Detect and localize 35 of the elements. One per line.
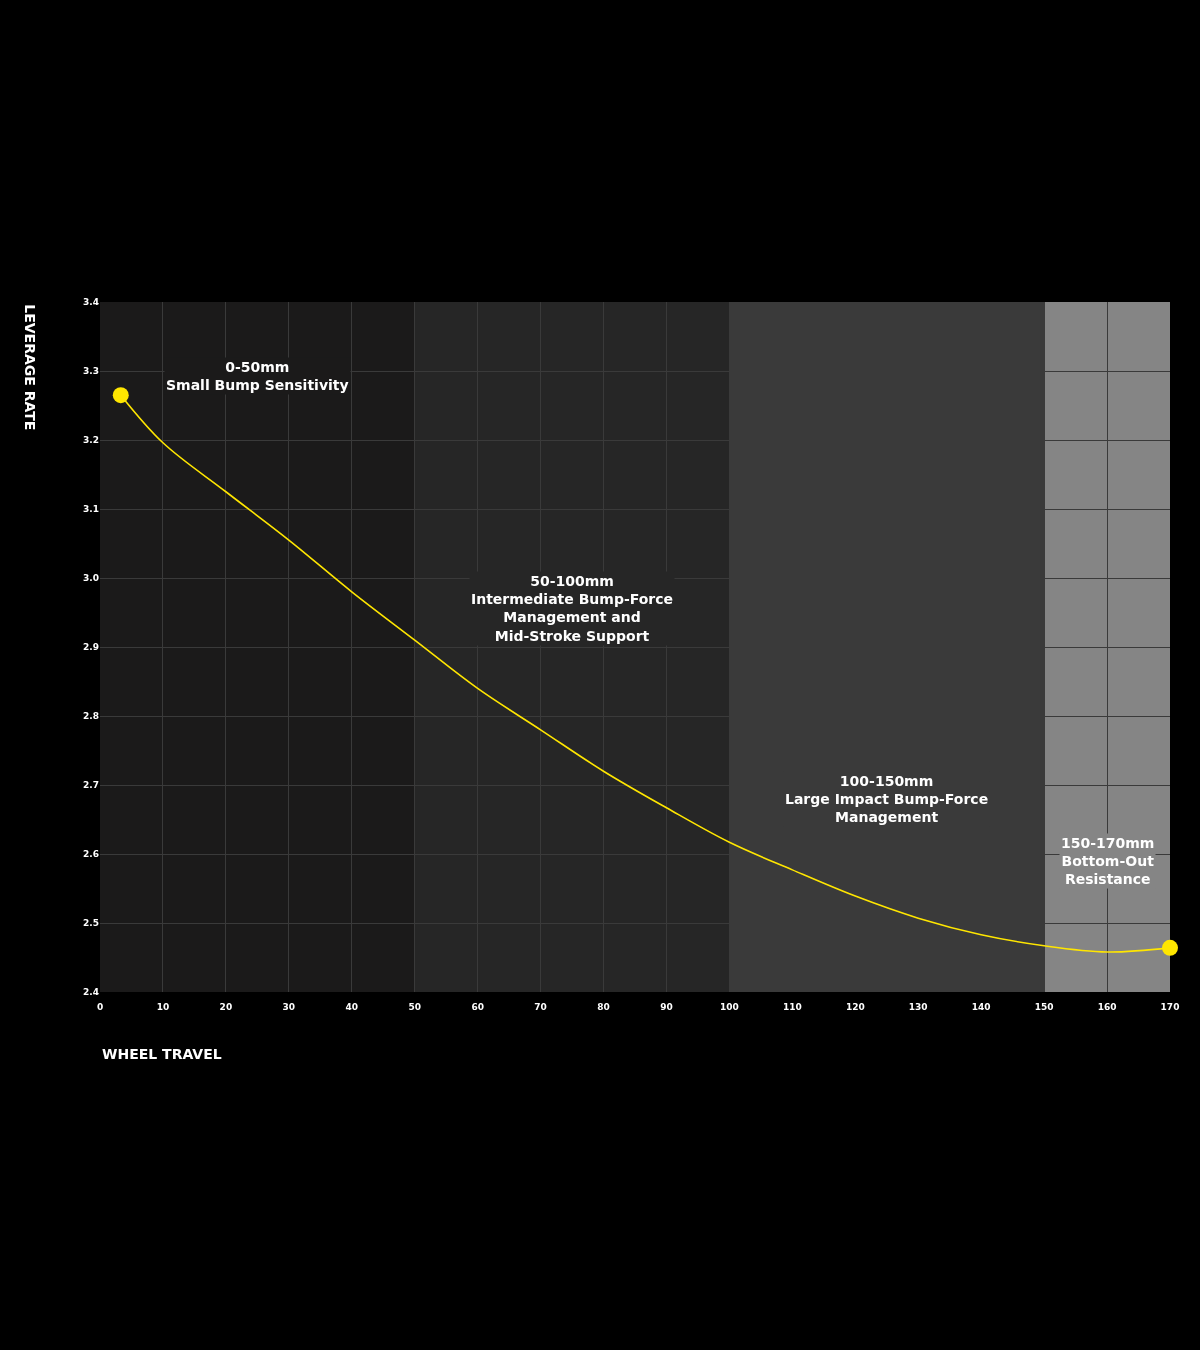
x-tick-label: 0 <box>96 1002 104 1012</box>
x-tick-label: 150 <box>1034 1002 1054 1012</box>
band-label: 50-100mm Intermediate Bump-Force Management and Mid-Stroke Support <box>471 573 674 644</box>
y-tick-label: 2.4 <box>83 987 99 998</box>
y-axis-title: LEVERAGE RATE <box>21 304 38 431</box>
x-tick-label: 110 <box>782 1002 802 1012</box>
x-tick-label: 30 <box>282 1002 296 1012</box>
x-tick-label: 80 <box>597 1002 610 1012</box>
x-tick-label: 100 <box>720 1002 739 1012</box>
y-tick-label: 3.4 <box>83 297 99 308</box>
x-tick-label: 170 <box>1160 1002 1180 1012</box>
x-tick-label: 40 <box>345 1002 359 1012</box>
x-tick-label: 70 <box>534 1002 547 1012</box>
x-axis-title: WHEEL TRAVEL <box>102 1046 222 1062</box>
y-tick-label: 3.0 <box>83 573 99 584</box>
band-label: 150-170mm Bottom-Out Resistance <box>1061 835 1155 888</box>
y-tick-label: 2.7 <box>83 780 99 791</box>
x-tick-label: 60 <box>471 1002 484 1012</box>
x-tick-label: 160 <box>1097 1002 1117 1012</box>
x-tick-label: 90 <box>660 1002 673 1012</box>
x-tick-label: 120 <box>845 1002 865 1012</box>
y-tick-label: 3.1 <box>83 504 99 515</box>
x-tick-label: 10 <box>156 1002 170 1012</box>
x-tick-label: 130 <box>908 1002 928 1012</box>
y-tick-label: 2.8 <box>83 711 99 722</box>
band-label: 0-50mm Small Bump Sensitivity <box>166 359 349 394</box>
y-tick-label: 3.3 <box>83 366 99 377</box>
y-tick-label: 2.9 <box>83 642 99 653</box>
x-tick-label: 20 <box>219 1002 233 1012</box>
x-tick-label: 50 <box>408 1002 421 1012</box>
y-tick-label: 2.5 <box>83 918 99 929</box>
y-tick-label: 2.6 <box>83 849 99 860</box>
y-tick-label: 3.2 <box>83 435 99 446</box>
band-label: 100-150mm Large Impact Bump-Force Management <box>785 773 989 826</box>
x-tick-label: 140 <box>971 1002 991 1012</box>
